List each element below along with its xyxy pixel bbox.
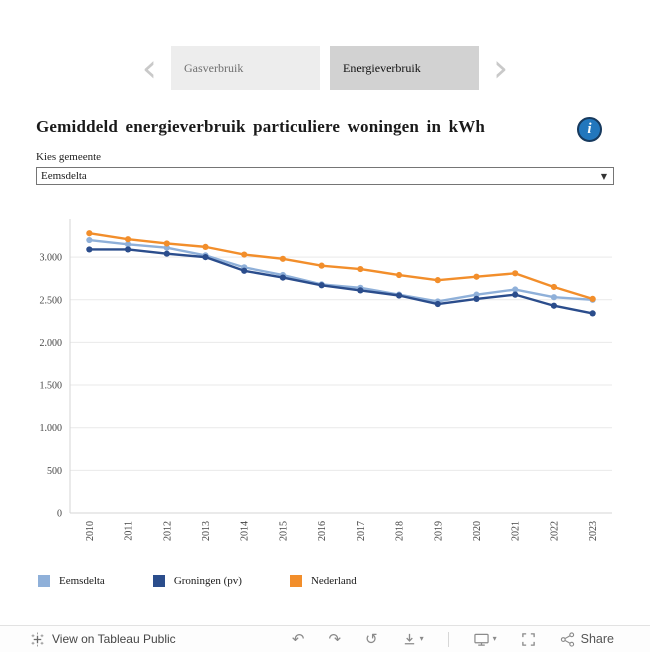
share-icon [560,631,574,647]
legend-item[interactable]: Groningen (pv) [152,575,242,587]
reset-icon: ↺ [365,630,378,648]
legend-swatch [38,575,50,587]
view-on-tableau-public-label: View on Tableau Public [52,632,176,646]
svg-text:2010: 2010 [85,521,96,541]
share-label: Share [580,632,614,646]
gemeente-select[interactable]: Eemsdelta ▼ [36,167,614,185]
svg-text:2011: 2011 [124,521,135,541]
chevron-down-icon: ▼ [600,171,607,181]
dashboard-body: Gemiddeld energieverbruik particuliere w… [0,117,650,587]
chevron-down-icon: ▾ [419,634,424,643]
svg-text:0: 0 [57,509,62,520]
legend-label: Groningen (pv) [173,575,242,587]
svg-text:2016: 2016 [317,521,328,541]
svg-text:1.500: 1.500 [40,381,63,392]
chevron-down-icon: ▾ [492,634,497,643]
svg-text:3.000: 3.000 [40,253,63,264]
next-chevron-icon[interactable]: › [493,46,509,90]
fullscreen-button[interactable] [521,632,536,647]
legend-item[interactable]: Eemsdelta [38,575,105,587]
legend: Eemsdelta Groningen (pv) Nederland [36,561,614,587]
view-on-tableau-public[interactable]: View on Tableau Public [30,631,176,647]
svg-text:2012: 2012 [162,521,173,541]
title-row: Gemiddeld energieverbruik particuliere w… [36,117,614,142]
svg-text:2013: 2013 [201,521,212,541]
story-tab-nav: ‹ Gasverbruik Energieverbruik › [0,46,650,90]
download-icon [404,633,414,644]
line-chart[interactable]: 0 500 1.000 1.500 2.000 2.500 3.000 2010 2011 201… [36,211,614,556]
svg-text:2018: 2018 [395,521,406,541]
svg-text:2023: 2023 [588,521,599,541]
tab-label: Gasverbruik [184,60,244,75]
tab-energieverbruik[interactable]: Energieverbruik [330,46,479,90]
monitor-icon [473,633,489,646]
tab-gasverbruik[interactable]: Gasverbruik [171,46,320,90]
download-button[interactable]: ▾ [402,631,424,647]
svg-text:500: 500 [47,466,62,477]
chart-area: 0 500 1.000 1.500 2.000 2.500 3.000 2010 2011 201… [36,211,614,561]
page-title: Gemiddeld energieverbruik particuliere w… [36,117,486,136]
svg-text:2020: 2020 [472,521,483,541]
legend-swatch [289,575,302,587]
reset-button[interactable]: ↺ [365,631,378,647]
undo-icon: ↶ [291,630,305,648]
legend-label: Nederland [310,575,357,587]
prev-chevron-icon[interactable]: ‹ [141,46,157,90]
redo-button[interactable]: ↷ [328,631,341,647]
redo-icon: ↷ [328,630,342,648]
svg-text:1.000: 1.000 [40,423,63,434]
tableau-logo-icon [31,631,44,647]
info-icon[interactable]: i [577,117,602,142]
toolbar-divider [447,631,449,647]
device-layout-button[interactable]: ▾ [473,631,497,647]
toolbar-icons: ↶ ↷ ↺ ▾ ▾ [292,631,614,647]
svg-text:2.500: 2.500 [40,295,63,306]
legend-label: Eemsdelta [59,575,105,587]
undo-button[interactable]: ↶ [292,631,305,647]
svg-text:2.000: 2.000 [40,338,63,349]
svg-text:2015: 2015 [278,521,289,541]
share-button[interactable]: Share [560,631,614,647]
tab-label: Energieverbruik [343,60,421,75]
svg-text:2014: 2014 [240,521,251,541]
legend-item[interactable]: Nederland [289,575,357,587]
svg-text:2021: 2021 [511,521,522,541]
svg-text:2017: 2017 [356,521,367,541]
filter-label: Kies gemeente [36,151,102,163]
selected-gemeente: Eemsdelta [41,170,87,182]
tableau-toolbar: View on Tableau Public ↶ ↷ ↺ ▾ [0,625,650,652]
svg-text:2019: 2019 [433,521,444,541]
legend-swatch [152,575,165,587]
fullscreen-icon [521,632,535,646]
svg-text:2022: 2022 [549,521,560,541]
